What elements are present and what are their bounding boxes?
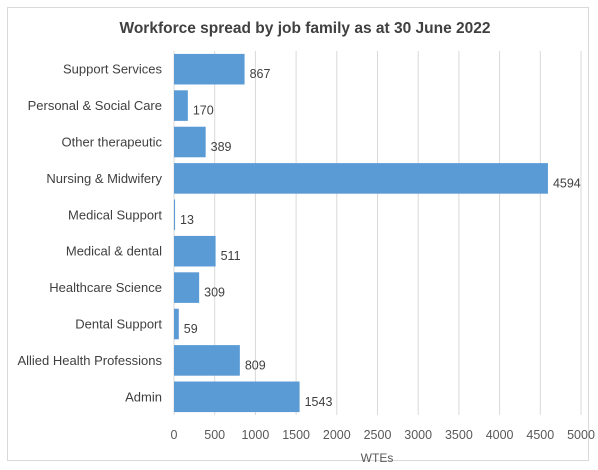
data-label: 867: [250, 67, 271, 81]
bar: [174, 235, 216, 267]
category-label: Medical & dental: [66, 244, 162, 259]
category-label: Other therapeutic: [62, 135, 163, 150]
bars: [174, 53, 548, 413]
category-labels: Support Services Personal & Social Care Ot…: [17, 62, 162, 405]
x-tick-label: 5000: [567, 428, 595, 442]
x-tick-label: 1500: [282, 428, 310, 442]
data-label: 309: [204, 286, 225, 300]
x-tick-label: 3500: [445, 428, 473, 442]
bar: [174, 126, 206, 158]
data-label: 1543: [305, 395, 333, 409]
data-labels: 867 170 389 4594 13 511 309 59 809 1543: [180, 67, 581, 409]
category-label: Personal & Social Care: [28, 98, 162, 113]
category-label: Medical Support: [68, 207, 162, 222]
x-tick-labels: 0 500 1000 1500 2000 2500 3000 3500 4000 4500 5000: [171, 428, 595, 442]
x-tick-label: 3000: [404, 428, 432, 442]
data-label: 59: [184, 322, 198, 336]
category-label: Allied Health Professions: [17, 353, 162, 368]
category-label: Admin: [125, 389, 162, 404]
category-label: Dental Support: [75, 317, 162, 332]
x-tick-label: 2500: [364, 428, 392, 442]
bar: [174, 90, 188, 121]
x-tick-label: 4500: [526, 428, 554, 442]
x-tick-label: 4000: [486, 428, 514, 442]
data-label: 4594: [553, 176, 581, 190]
bar: [174, 53, 245, 85]
category-label: Support Services: [63, 62, 162, 77]
bar: [174, 163, 548, 194]
category-label: Nursing & Midwifery: [46, 171, 162, 186]
x-tick-label: 1000: [241, 428, 269, 442]
bar: [174, 308, 179, 340]
data-label: 389: [211, 140, 232, 154]
data-label: 511: [221, 249, 241, 263]
data-label: 809: [245, 358, 266, 372]
category-label: Healthcare Science: [49, 280, 162, 295]
bar: [174, 345, 240, 376]
bar: [174, 381, 300, 413]
x-tick-label: 500: [204, 428, 225, 442]
bar: [174, 272, 200, 303]
chart-title: Workforce spread by job family as at 30 …: [119, 20, 490, 37]
x-tick-label: 0: [171, 428, 178, 442]
x-axis-title: WTEs: [361, 451, 394, 465]
data-label: 13: [180, 213, 194, 227]
data-label: 170: [193, 104, 214, 118]
x-tick-label: 2000: [323, 428, 351, 442]
bar: [174, 199, 176, 231]
